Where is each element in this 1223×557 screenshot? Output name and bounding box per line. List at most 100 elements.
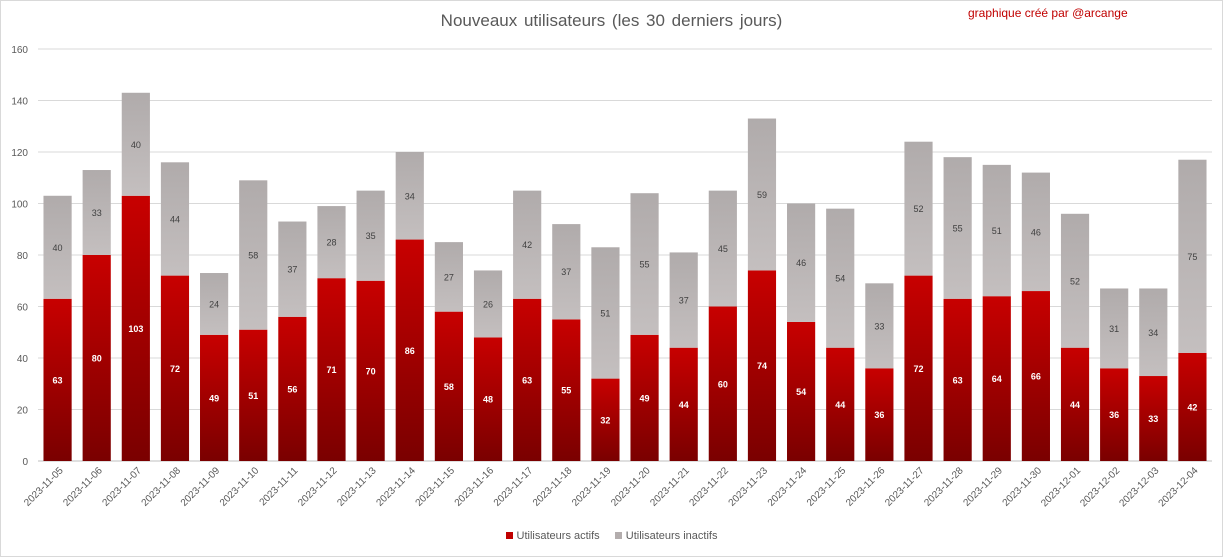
gridlines [38,48,1212,462]
bar-active [395,239,424,461]
bar-inactive [904,141,933,276]
legend-label-inactive: Utilisateurs inactifs [625,530,718,542]
y-tick-label: 40 [17,354,29,365]
data-label-inactive: 34 [1148,328,1158,338]
bar-active [904,275,933,461]
data-label-inactive: 51 [992,226,1002,236]
bar-inactive [513,190,542,299]
chart-credit: graphique créé par @arcange [968,6,1128,20]
y-tick-label: 120 [11,148,28,159]
bar-active [591,378,620,461]
bar-active [160,275,190,461]
bar-inactive [278,221,307,317]
data-label-inactive: 37 [561,267,571,277]
data-label-active: 63 [522,375,532,385]
x-tick-label: 2023-12-03 [1117,465,1161,509]
data-label-inactive: 35 [366,231,376,241]
y-tick-label: 20 [17,406,29,417]
data-label-active: 51 [248,391,258,401]
data-label-active: 72 [913,364,923,374]
x-tick-label: 2023-11-13 [335,465,379,509]
bar-inactive [239,180,268,330]
data-label-active: 64 [992,374,1002,384]
x-tick-label: 2023-12-04 [1157,465,1201,509]
data-label-active: 71 [326,365,336,375]
bar-inactive [395,152,424,240]
bar-inactive [591,247,620,379]
x-tick-label: 2023-11-09 [179,465,223,509]
data-label-inactive: 55 [953,223,963,233]
data-label-active: 32 [600,415,610,425]
y-tick-label: 0 [22,457,28,468]
data-label-active: 54 [796,387,806,397]
x-tick-label: 2023-11-14 [374,465,418,509]
bar-inactive [708,190,737,307]
x-tick-label: 2023-11-26 [844,465,888,509]
data-label-inactive: 59 [757,190,767,200]
data-label-active: 36 [1109,410,1119,420]
data-label-active: 58 [444,382,454,392]
data-label-active: 42 [1187,402,1197,412]
data-label-inactive: 52 [1070,276,1080,286]
bar-active [356,280,385,461]
data-label-inactive: 33 [874,321,884,331]
bars [43,92,1207,461]
data-label-inactive: 24 [209,299,219,309]
x-tick-label: 2023-11-15 [414,465,458,509]
bar-active [239,329,268,461]
bar-inactive [787,203,816,322]
bar-active [1060,347,1090,461]
data-label-inactive: 58 [248,251,258,261]
bar-inactive [1139,288,1168,377]
bar-active [787,321,816,461]
data-label-active: 44 [835,400,845,410]
data-label-active: 49 [209,393,219,403]
bar-active [1100,368,1129,461]
bar-inactive [982,164,1011,297]
data-label-active: 60 [718,379,728,389]
data-label-active: 74 [757,361,767,371]
data-label-active: 63 [953,375,963,385]
bar-inactive [552,224,581,320]
bar-active [630,334,659,461]
data-label-inactive: 34 [405,191,415,201]
x-tick-label: 2023-11-07 [101,465,145,509]
bar-inactive [43,195,72,299]
data-label-inactive: 37 [287,265,297,275]
x-tick-label: 2023-11-19 [570,465,614,509]
y-tick-label: 60 [17,303,29,314]
data-label-active: 103 [128,324,143,334]
bar-active [317,278,346,461]
x-tick-label: 2023-12-01 [1039,465,1083,509]
y-axis-labels: 0 20 40 60 80 100 120 140 160 [11,45,28,468]
data-label-active: 86 [405,346,415,356]
y-tick-label: 160 [11,45,28,56]
bar-active [1021,291,1050,461]
bar-inactive [82,170,111,255]
bar-inactive [943,157,972,299]
y-tick-label: 140 [11,97,28,108]
data-labels: 63 40 80 33 103 40 72 44 49 24 51 58 56 37 71 28 70 35 86 3… [53,140,1198,426]
bar-inactive [669,252,698,348]
x-tick-label: 2023-11-08 [140,465,184,509]
data-label-inactive: 40 [53,243,63,253]
bar-active [982,296,1011,461]
x-tick-label: 2023-11-20 [609,465,653,509]
legend-swatch-active [505,531,513,539]
legend-swatch-inactive [614,531,622,539]
bar-active [82,255,111,461]
bar-active [473,337,503,461]
bar-inactive [1100,288,1129,369]
x-tick-label: 2023-12-02 [1078,465,1122,509]
bar-inactive [865,283,894,369]
x-tick-label: 2023-11-16 [453,465,497,509]
bar-active [826,347,855,461]
data-label-active: 33 [1148,414,1158,424]
bar-inactive [1060,213,1090,348]
data-label-inactive: 44 [170,214,180,224]
bar-inactive [473,270,503,338]
chart-title: Nouveaux utilisateurs (les 30 derniers j… [440,11,783,30]
data-label-inactive: 54 [835,274,845,284]
x-tick-label: 2023-11-25 [805,465,849,509]
